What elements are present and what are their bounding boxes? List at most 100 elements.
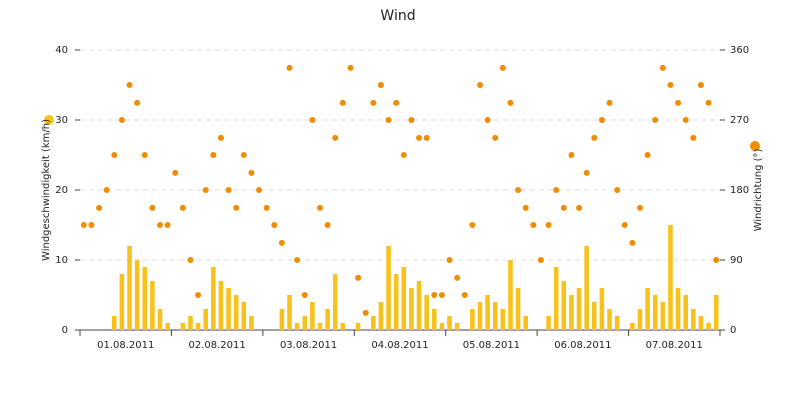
point bbox=[278, 239, 285, 246]
bar bbox=[378, 302, 384, 330]
bar bbox=[371, 316, 376, 330]
x-tick-label: 03.08.2011 bbox=[280, 340, 337, 351]
y2-axis-title: Windrichtung (°) bbox=[753, 149, 764, 232]
point bbox=[332, 134, 339, 141]
bar bbox=[477, 302, 483, 330]
point bbox=[690, 134, 697, 141]
y-tick-label: 10 bbox=[55, 255, 68, 266]
bar bbox=[432, 309, 437, 330]
point bbox=[141, 152, 148, 158]
point bbox=[286, 64, 293, 71]
point bbox=[682, 117, 689, 123]
point bbox=[355, 274, 362, 281]
point bbox=[576, 204, 583, 211]
bar bbox=[165, 323, 170, 330]
x-tick-label: 07.08.2011 bbox=[646, 340, 703, 351]
bar bbox=[409, 288, 414, 330]
point bbox=[545, 222, 552, 228]
bar bbox=[112, 316, 117, 330]
point bbox=[233, 204, 240, 211]
bar bbox=[195, 323, 201, 330]
bar bbox=[180, 323, 186, 330]
bar bbox=[515, 288, 521, 330]
point bbox=[324, 222, 331, 228]
y2-tick-label: 360 bbox=[730, 45, 749, 56]
bar bbox=[698, 316, 704, 330]
bar bbox=[645, 288, 650, 330]
bar bbox=[660, 302, 666, 330]
x-tick-label: 02.08.2011 bbox=[189, 340, 246, 351]
point bbox=[477, 82, 483, 88]
bar bbox=[637, 309, 643, 330]
legend-marker bbox=[750, 141, 760, 151]
bar bbox=[119, 274, 125, 330]
bar bbox=[355, 323, 361, 330]
point bbox=[248, 169, 255, 176]
point bbox=[339, 99, 346, 106]
y-axis-title: Windgeschwindigkeit (km/h) bbox=[41, 119, 52, 261]
y-tick-label: 40 bbox=[55, 45, 68, 56]
bar bbox=[691, 309, 696, 330]
point bbox=[469, 222, 476, 228]
bar bbox=[157, 309, 163, 330]
bar bbox=[652, 295, 658, 330]
bar bbox=[561, 281, 567, 330]
bar bbox=[599, 288, 605, 330]
bar bbox=[500, 309, 506, 330]
bar bbox=[134, 260, 140, 330]
point bbox=[713, 257, 720, 263]
bar bbox=[211, 267, 216, 330]
point bbox=[621, 222, 628, 228]
bar bbox=[553, 267, 559, 330]
bar bbox=[607, 309, 612, 330]
bar bbox=[340, 323, 346, 330]
point bbox=[507, 99, 514, 106]
bar bbox=[241, 302, 247, 330]
bar bbox=[592, 302, 597, 330]
point bbox=[301, 292, 308, 298]
point bbox=[446, 257, 453, 263]
bar bbox=[150, 281, 155, 330]
bar bbox=[279, 309, 285, 330]
bar bbox=[470, 309, 475, 330]
point bbox=[629, 239, 636, 246]
point bbox=[172, 169, 179, 176]
point bbox=[515, 187, 522, 193]
point bbox=[157, 222, 163, 228]
bar bbox=[317, 323, 323, 330]
bar bbox=[523, 316, 528, 330]
point bbox=[454, 274, 461, 281]
bar bbox=[447, 316, 452, 330]
bar bbox=[713, 295, 719, 330]
bar bbox=[226, 288, 231, 330]
point bbox=[149, 204, 156, 211]
y-tick-label: 0 bbox=[62, 325, 68, 336]
point bbox=[598, 117, 605, 123]
bar bbox=[203, 309, 208, 330]
bar bbox=[233, 295, 239, 330]
x-tick-label: 05.08.2011 bbox=[463, 340, 520, 351]
bar bbox=[439, 323, 445, 330]
point bbox=[118, 117, 125, 123]
point bbox=[263, 204, 270, 211]
legend-marker bbox=[44, 115, 54, 125]
point bbox=[309, 117, 316, 123]
bar bbox=[683, 295, 688, 330]
point bbox=[370, 99, 377, 106]
point bbox=[195, 292, 202, 298]
point bbox=[431, 292, 438, 298]
point bbox=[637, 204, 643, 211]
bar bbox=[302, 316, 308, 330]
point bbox=[225, 187, 232, 193]
bar bbox=[576, 288, 582, 330]
point bbox=[438, 292, 445, 298]
chart-title: Wind bbox=[380, 8, 415, 24]
point bbox=[492, 134, 499, 141]
point bbox=[103, 187, 110, 193]
y-tick-label: 20 bbox=[55, 185, 68, 196]
point bbox=[530, 222, 537, 228]
point bbox=[317, 204, 323, 211]
point bbox=[484, 117, 491, 123]
point bbox=[362, 309, 369, 316]
